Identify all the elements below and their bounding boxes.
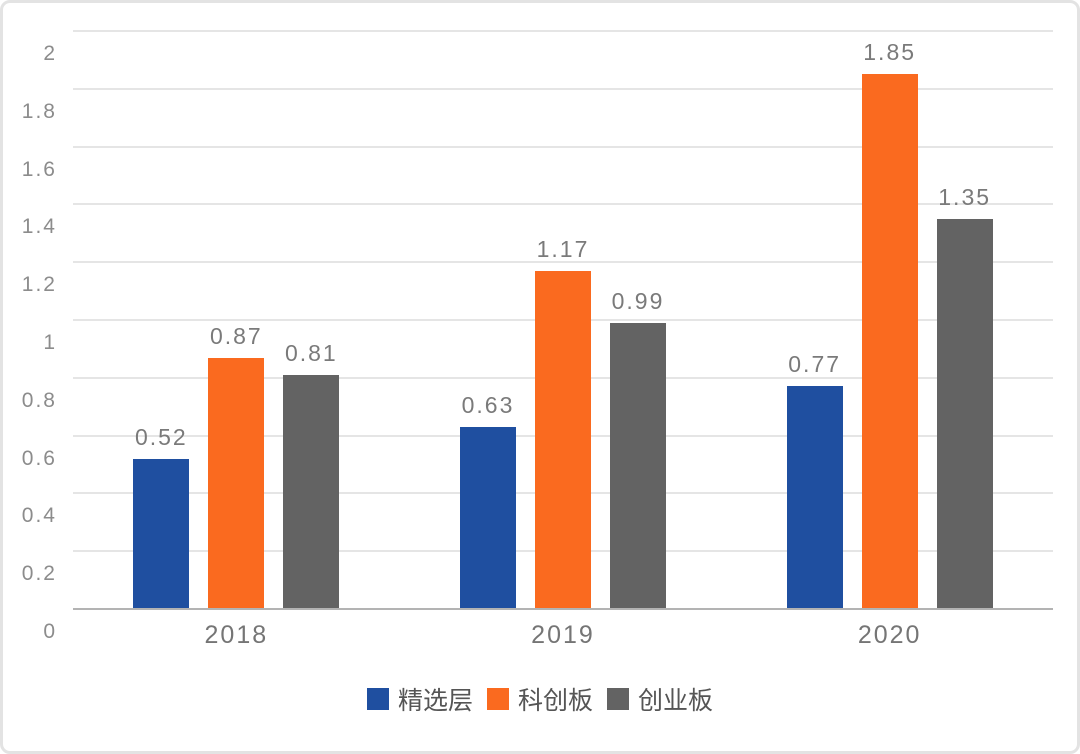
legend-swatch-icon bbox=[366, 688, 389, 710]
bar-value-label: 0.87 bbox=[209, 322, 263, 349]
bar-groups: 0.52 0.87 0.81 0.63 1.17 0.99 0.77 1.85 1.35 bbox=[73, 31, 1053, 609]
bar-group-2018: 0.52 0.87 0.81 bbox=[133, 323, 340, 609]
bar-2018-科创板: 0.87 bbox=[208, 323, 265, 609]
bar-2019-精选层: 0.63 bbox=[459, 392, 516, 609]
bar-value-label: 1.35 bbox=[938, 183, 992, 210]
y-tick-label: 0.2 bbox=[21, 562, 57, 586]
x-axis-label-2020: 2020 bbox=[857, 621, 922, 649]
x-axis-labels: 2018 2019 2020 bbox=[73, 621, 1053, 650]
y-tick-label: 0.6 bbox=[21, 446, 57, 470]
legend-label: 精选层 bbox=[397, 687, 473, 715]
y-tick-label: 0.4 bbox=[21, 504, 57, 528]
bar-value-label: 0.52 bbox=[134, 423, 188, 450]
legend-item-科创板: 科创板 bbox=[486, 681, 593, 717]
bar-group-2019: 0.63 1.17 0.99 bbox=[459, 236, 666, 609]
y-tick-label: 1 bbox=[43, 331, 57, 354]
y-tick-label: 0 bbox=[43, 620, 57, 643]
y-tick-label: 1.6 bbox=[21, 157, 57, 181]
y-tick-label: 0.8 bbox=[21, 388, 57, 412]
y-tick-label: 1.8 bbox=[21, 99, 57, 123]
y-tick-label: 2 bbox=[43, 42, 57, 65]
gridline: 1.4 bbox=[22, 203, 1053, 238]
gridline: 1.2 bbox=[22, 261, 1053, 296]
bar-value-label: 0.63 bbox=[461, 391, 515, 418]
x-axis-line: 0 bbox=[43, 608, 1053, 643]
legend-label: 创业板 bbox=[638, 687, 714, 715]
legend-item-创业板: 创业板 bbox=[607, 681, 713, 717]
plot-wrap: 2 1.8 1.6 1.4 1.2 1 0.8 0.6 0.4 0.2 0 0.52 0.87 0.81… bbox=[22, 30, 1053, 643]
gridline: 1.8 bbox=[22, 87, 1053, 123]
bar-2018-精选层: 0.52 bbox=[133, 424, 190, 609]
legend-item-精选层: 精选层 bbox=[366, 681, 473, 717]
bar-value-label: 0.99 bbox=[611, 287, 665, 314]
legend-swatch-icon bbox=[486, 688, 509, 710]
bar-2020-创业板: 1.35 bbox=[936, 184, 993, 609]
gridline: 1.6 bbox=[22, 145, 1053, 181]
bar-value-label: 1.17 bbox=[536, 235, 590, 262]
bar-2020-精选层: 0.77 bbox=[786, 351, 843, 609]
bar-value-label: 1.85 bbox=[863, 39, 917, 66]
bar-2020-科创板: 1.85 bbox=[861, 39, 918, 609]
bar-2019-创业板: 0.99 bbox=[609, 288, 666, 609]
bar-group-2020: 0.77 1.85 1.35 bbox=[786, 39, 993, 609]
bar-value-label: 0.81 bbox=[284, 339, 338, 366]
x-axis-label-2019: 2019 bbox=[531, 621, 595, 649]
gridline: 2 bbox=[43, 30, 1053, 65]
x-axis-label-2018: 2018 bbox=[204, 621, 269, 649]
y-tick-label: 1.4 bbox=[21, 215, 57, 239]
bar-2019-科创板: 1.17 bbox=[534, 236, 591, 609]
legend-label: 科创板 bbox=[517, 687, 593, 715]
legend-swatch-icon bbox=[607, 688, 629, 710]
legend: 精选层 科创板 创业板 bbox=[3, 681, 1077, 717]
y-tick-label: 1.2 bbox=[21, 273, 57, 297]
bar-value-label: 0.77 bbox=[788, 351, 842, 378]
bar-2018-创业板: 0.81 bbox=[283, 340, 340, 609]
